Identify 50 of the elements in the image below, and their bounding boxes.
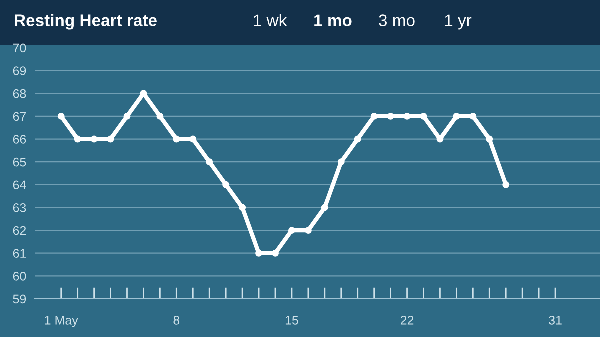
point [502,181,510,188]
point [140,90,148,98]
point [354,136,362,143]
text: 1 yr [445,14,472,30]
y-tick-label: 59 [13,294,26,304]
point [288,227,296,234]
y-tick-label: 65 [13,158,26,167]
point [74,136,82,143]
y-tick-label: 67 [13,112,26,122]
x-tick-label: 1 May [45,316,78,328]
y-tick-label: 62 [13,226,26,236]
x-tick-label: 31 [549,316,562,325]
x-tick-label: 8 [174,316,180,325]
x-tick-label: 15 [286,316,298,325]
point [58,112,65,120]
y-tick-label: 70 [13,44,26,53]
point [404,112,411,120]
point [173,136,180,143]
y-tick-label: 66 [13,135,26,144]
point [338,158,345,166]
point [256,250,262,257]
y-tick-label: 63 [13,204,26,212]
point [90,136,98,143]
chart-title: Resting Heart rate [15,14,157,30]
point [190,136,197,143]
y-tick-label: 64 [13,180,26,190]
point [272,250,279,257]
point [370,112,378,120]
text: 3 mo [379,14,415,26]
point [206,158,214,166]
point [156,112,164,120]
point [420,112,428,120]
point [107,136,114,143]
point [222,181,230,188]
x-tick-label: 22 [400,316,414,325]
text: 1 wk [254,14,288,26]
y-tick-label: 69 [13,66,26,76]
point [470,112,477,120]
text: 1 mo [314,14,352,26]
point [436,136,444,143]
point [453,112,460,120]
point [124,112,131,120]
point [486,136,494,143]
y-tick-label: 68 [13,89,26,98]
y-tick-label: 60 [13,272,26,281]
point [239,204,246,212]
y-tick-label: 61 [13,249,26,258]
point [387,112,394,120]
point [321,204,328,212]
point [304,227,312,234]
